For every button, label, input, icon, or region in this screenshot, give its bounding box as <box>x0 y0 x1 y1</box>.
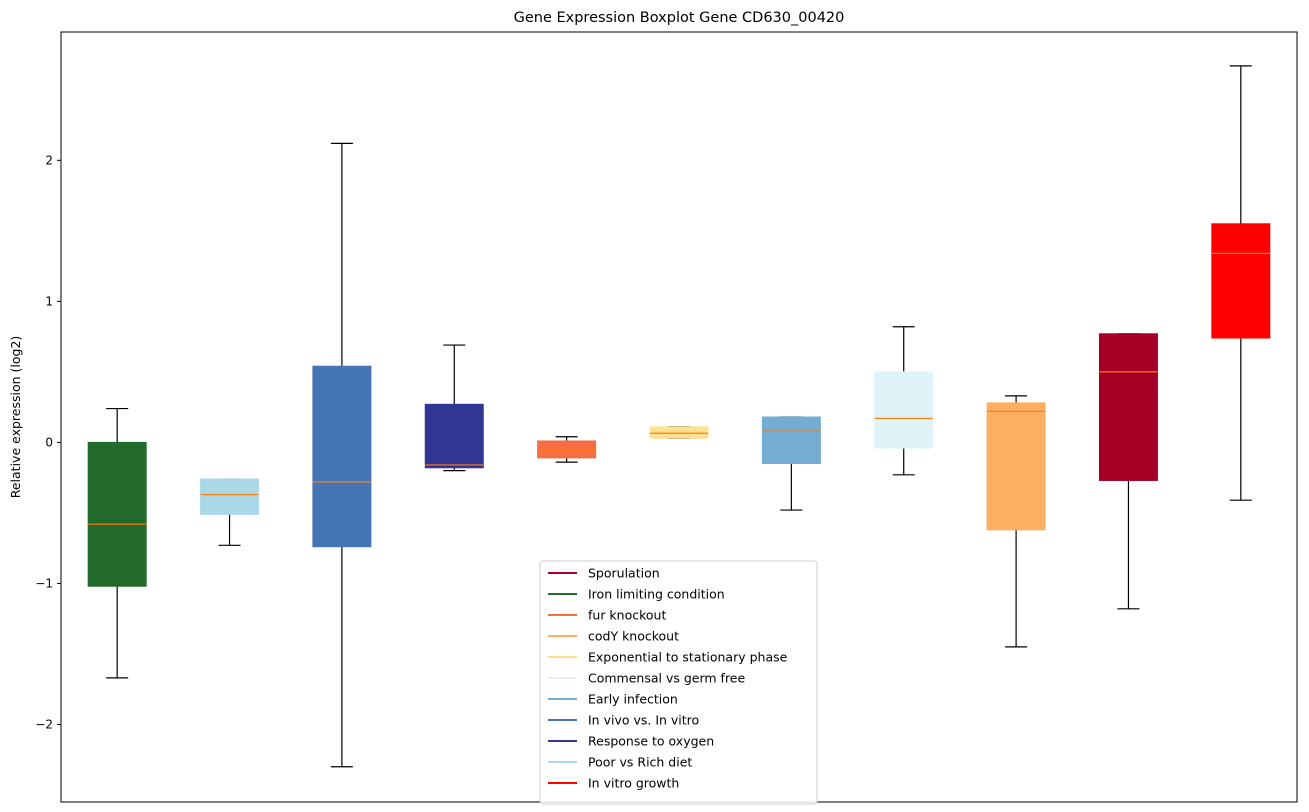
box <box>761 416 821 465</box>
box-group <box>424 344 484 472</box>
y-tick-label: −1 <box>35 576 53 590</box>
box <box>986 402 1046 531</box>
box <box>1098 333 1158 481</box>
y-tick-label: 2 <box>45 153 53 167</box>
legend-label: Exponential to stationary phase <box>588 650 788 665</box>
box <box>200 478 260 515</box>
box-group <box>537 436 597 463</box>
box-group <box>874 326 934 476</box>
box <box>87 441 147 587</box>
y-tick-label: 0 <box>45 435 53 449</box>
box <box>424 403 484 469</box>
box-group <box>761 416 821 511</box>
box <box>537 440 597 459</box>
y-tick-label: 1 <box>45 294 53 308</box>
box-group <box>986 395 1046 648</box>
box <box>1211 223 1271 339</box>
legend-label: fur knockout <box>588 608 666 623</box>
y-tick-label: −2 <box>35 717 53 731</box>
box-group <box>1098 333 1158 610</box>
chart-title: Gene Expression Boxplot Gene CD630_00420 <box>514 10 845 26</box>
legend-label: Response to oxygen <box>588 734 714 749</box>
plot-area <box>87 65 1271 768</box>
box-group <box>1211 65 1271 501</box>
box-group <box>649 426 709 439</box>
legend-label: Poor vs Rich diet <box>588 755 692 770</box>
legend-frame <box>539 560 818 805</box>
box <box>649 426 709 439</box>
y-axis-label: Relative expression (log2) <box>8 336 23 499</box>
legend-label: Commensal vs germ free <box>588 671 745 686</box>
legend-label: In vitro growth <box>588 776 679 791</box>
legend-label: Sporulation <box>588 566 660 581</box>
box-group <box>312 142 372 768</box>
legend-label: Iron limiting condition <box>588 587 725 602</box>
box <box>874 371 934 449</box>
y-axis: −2 −1 0 1 2 <box>35 153 61 731</box>
legend-label: codY knockout <box>588 629 679 644</box>
legend-label: In vivo vs. In vitro <box>588 713 699 728</box>
box-group <box>87 407 147 679</box>
legend-label: Early infection <box>588 692 678 707</box>
legend: Sporulation Iron limiting condition fur kn… <box>539 560 818 805</box>
box <box>312 365 372 548</box>
box-group <box>200 478 260 546</box>
